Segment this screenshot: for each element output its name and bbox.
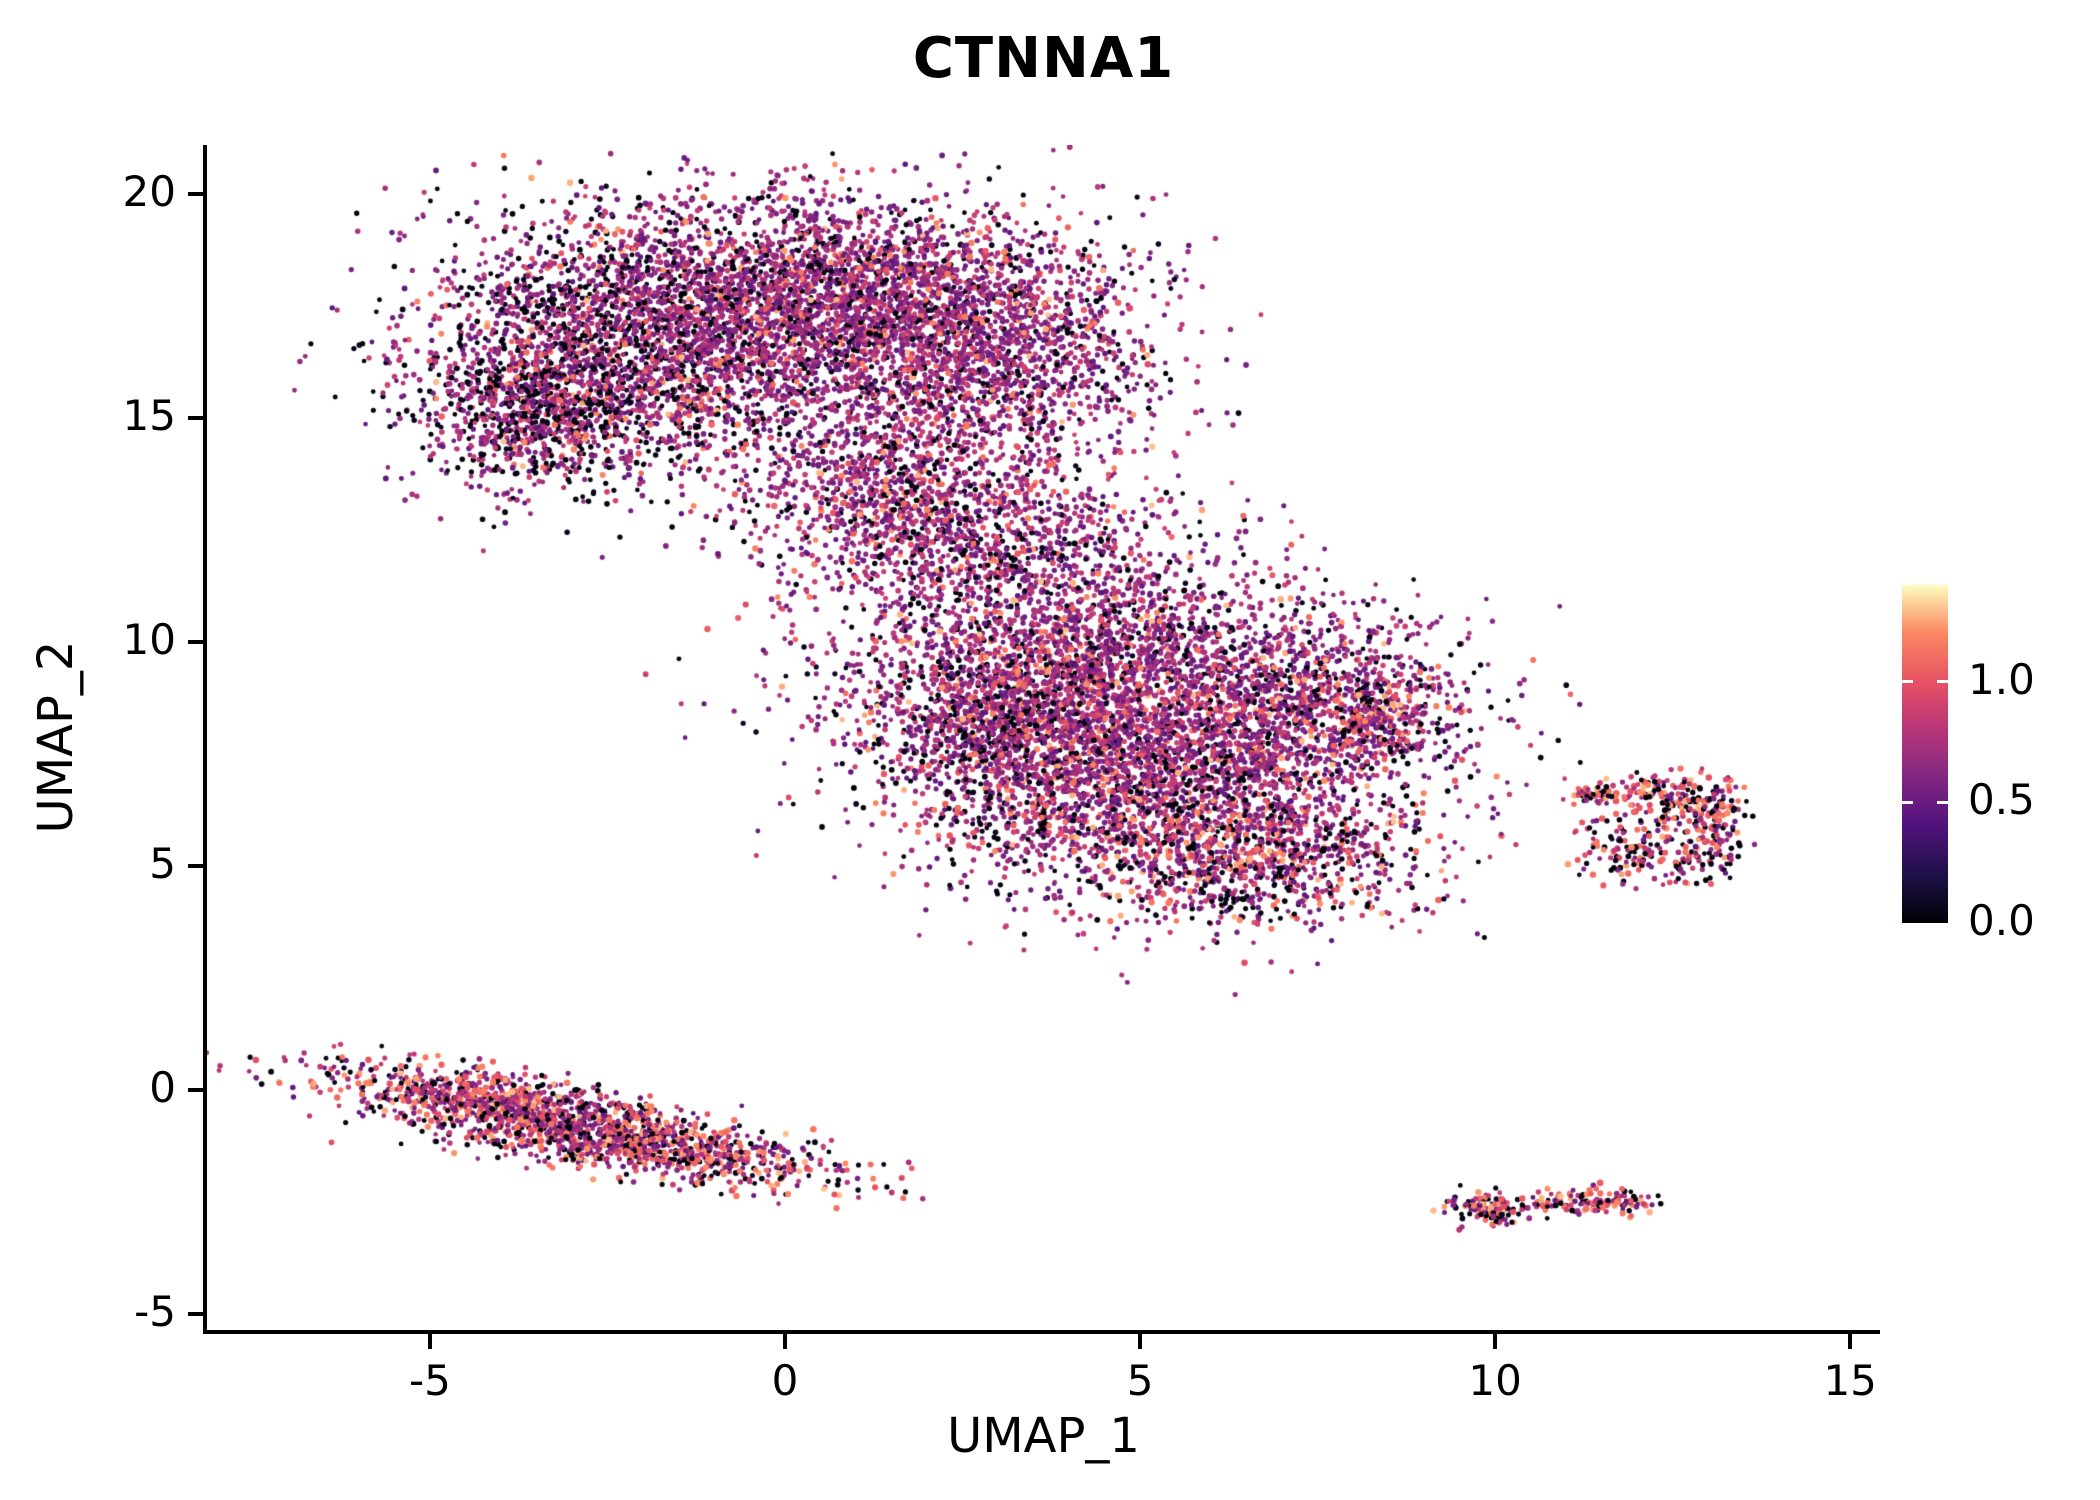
x-tick-mark xyxy=(1848,1334,1853,1349)
y-tick-label: 10 xyxy=(122,615,176,665)
colorbar-tick-label: 0.0 xyxy=(1968,896,2035,945)
x-axis-ticks: -5 0 5 10 15 xyxy=(207,1334,1880,1414)
x-tick-mark xyxy=(1493,1334,1498,1349)
x-tick-label: 15 xyxy=(1823,1356,1877,1405)
y-tick-mark xyxy=(188,1311,203,1316)
x-tick-label: 5 xyxy=(1126,1356,1154,1405)
x-axis-line xyxy=(203,1330,1880,1334)
y-tick-mark xyxy=(188,1087,203,1092)
colorbar-tick-mark xyxy=(1902,800,1913,804)
x-tick-label: -5 xyxy=(409,1356,451,1405)
x-tick-mark xyxy=(783,1334,788,1349)
y-tick-mark xyxy=(188,640,203,645)
colorbar: 0.0 0.5 1.0 xyxy=(1902,585,2035,945)
y-tick-label: 15 xyxy=(122,391,176,441)
colorbar-gradient xyxy=(1902,585,1948,923)
x-tick-mark xyxy=(1138,1334,1143,1349)
scatter-canvas xyxy=(207,145,1880,1330)
colorbar-tick-mark xyxy=(1902,680,1913,684)
x-axis-label: UMAP_1 xyxy=(947,1408,1140,1464)
colorbar-tick-label: 1.0 xyxy=(1968,654,2035,704)
plot-title: CTNNA1 xyxy=(912,26,1175,91)
colorbar-tick-label: 0.5 xyxy=(1968,775,2035,825)
y-tick-label: -5 xyxy=(134,1286,176,1336)
y-axis-ticks: -5 0 5 10 15 20 xyxy=(0,145,207,1336)
y-tick-mark xyxy=(188,192,203,197)
y-tick-mark xyxy=(188,864,203,869)
y-axis-line xyxy=(203,145,207,1334)
y-tick-label: 20 xyxy=(122,167,176,217)
y-tick-label: 5 xyxy=(149,839,176,889)
colorbar-tick-mark xyxy=(1937,680,1948,684)
y-tick-mark xyxy=(188,416,203,421)
y-axis-label: UMAP_2 xyxy=(28,640,84,834)
colorbar-tick-mark xyxy=(1937,800,1948,804)
x-tick-mark xyxy=(427,1334,432,1349)
plot-area xyxy=(203,145,1880,1334)
x-tick-label: 0 xyxy=(771,1356,799,1405)
x-tick-label: 10 xyxy=(1468,1356,1522,1405)
y-tick-label: 0 xyxy=(149,1062,176,1112)
